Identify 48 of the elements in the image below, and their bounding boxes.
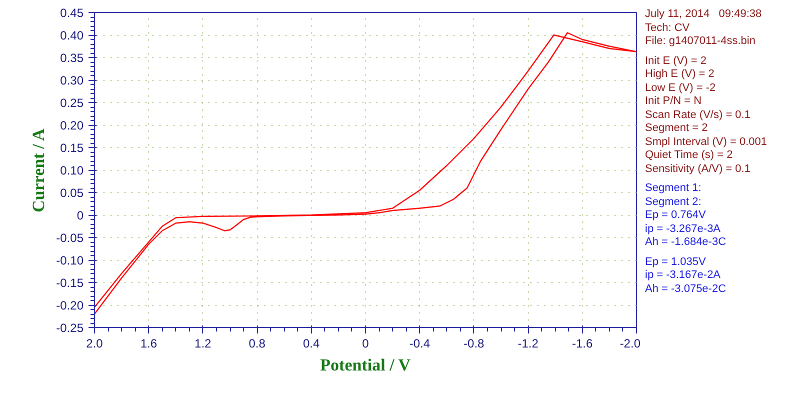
text: Ah = -1.684e-3C bbox=[645, 236, 728, 250]
text: ip = -3.167e-2A bbox=[645, 269, 722, 282]
text: July 11, 2014 09:49:38 bbox=[645, 8, 763, 22]
y-tick-label: 0.40 bbox=[60, 28, 84, 42]
y-tick-label: 0.30 bbox=[60, 74, 84, 88]
y-tick-label: -0.20 bbox=[56, 298, 84, 312]
text: ip = -3.267e-3A bbox=[645, 222, 722, 236]
y-tick-label: 0.20 bbox=[60, 118, 84, 132]
text: Segment 1: bbox=[645, 182, 702, 196]
text: File: g1407011-4ss.bin bbox=[645, 35, 756, 48]
y-tick-label: 0.45 bbox=[60, 6, 84, 20]
y-tick-label: 0.25 bbox=[60, 96, 84, 110]
x-tick-label: 0.4 bbox=[302, 336, 320, 350]
text: Ep = 1.035V bbox=[645, 256, 707, 269]
text: Init P/N = N bbox=[645, 95, 703, 108]
x-tick-label: 2.0 bbox=[86, 336, 104, 350]
x-tick-label: -0.8 bbox=[464, 336, 485, 350]
y-tick-label: -0.10 bbox=[56, 254, 84, 268]
text: Ah = -3.075e-2C bbox=[645, 282, 728, 296]
x-tick-label: -2.0 bbox=[620, 336, 641, 350]
y-tick-label: 0.35 bbox=[60, 51, 84, 65]
y-tick-label: 0.10 bbox=[60, 164, 84, 178]
y-tick-label: -0.25 bbox=[56, 321, 84, 335]
y-tick-label: 0.05 bbox=[60, 186, 84, 200]
x-tick-label: -1.6 bbox=[572, 336, 593, 350]
text: Quiet Time (s) = 2 bbox=[645, 149, 734, 162]
text: Segment 2: bbox=[645, 196, 702, 209]
x-tick-label: 1.2 bbox=[194, 336, 212, 350]
text: Sensitivity (A/V) = 0.1 bbox=[645, 162, 752, 176]
x-tick-label: 0 bbox=[362, 336, 370, 350]
y-tick-label: 0.15 bbox=[60, 141, 84, 155]
x-tick-label: -1.2 bbox=[518, 336, 539, 350]
text: Tech: CV bbox=[645, 22, 691, 35]
text: Ep = 0.764V bbox=[645, 209, 707, 222]
text: Scan Rate (V/s) = 0.1 bbox=[645, 108, 752, 122]
x-tick-label: -0.4 bbox=[409, 336, 430, 350]
y-axis-title: Current / A bbox=[29, 128, 48, 212]
y-tick-label: -0.15 bbox=[56, 276, 84, 290]
text: Low E (V) = -2 bbox=[645, 82, 717, 95]
y-tick-label: -0.05 bbox=[56, 231, 84, 245]
x-tick-label: 0.8 bbox=[248, 336, 266, 350]
text: Init E (V) = 2 bbox=[645, 54, 708, 68]
x-axis-title: Potential / V bbox=[320, 356, 412, 374]
y-tick-label: 0 bbox=[76, 208, 84, 222]
text: High E (V) = 2 bbox=[645, 68, 716, 82]
x-tick-label: 1.6 bbox=[140, 336, 158, 350]
text: Smpl Interval (V) = 0.001 bbox=[645, 136, 767, 149]
text: Segment = 2 bbox=[645, 122, 709, 136]
